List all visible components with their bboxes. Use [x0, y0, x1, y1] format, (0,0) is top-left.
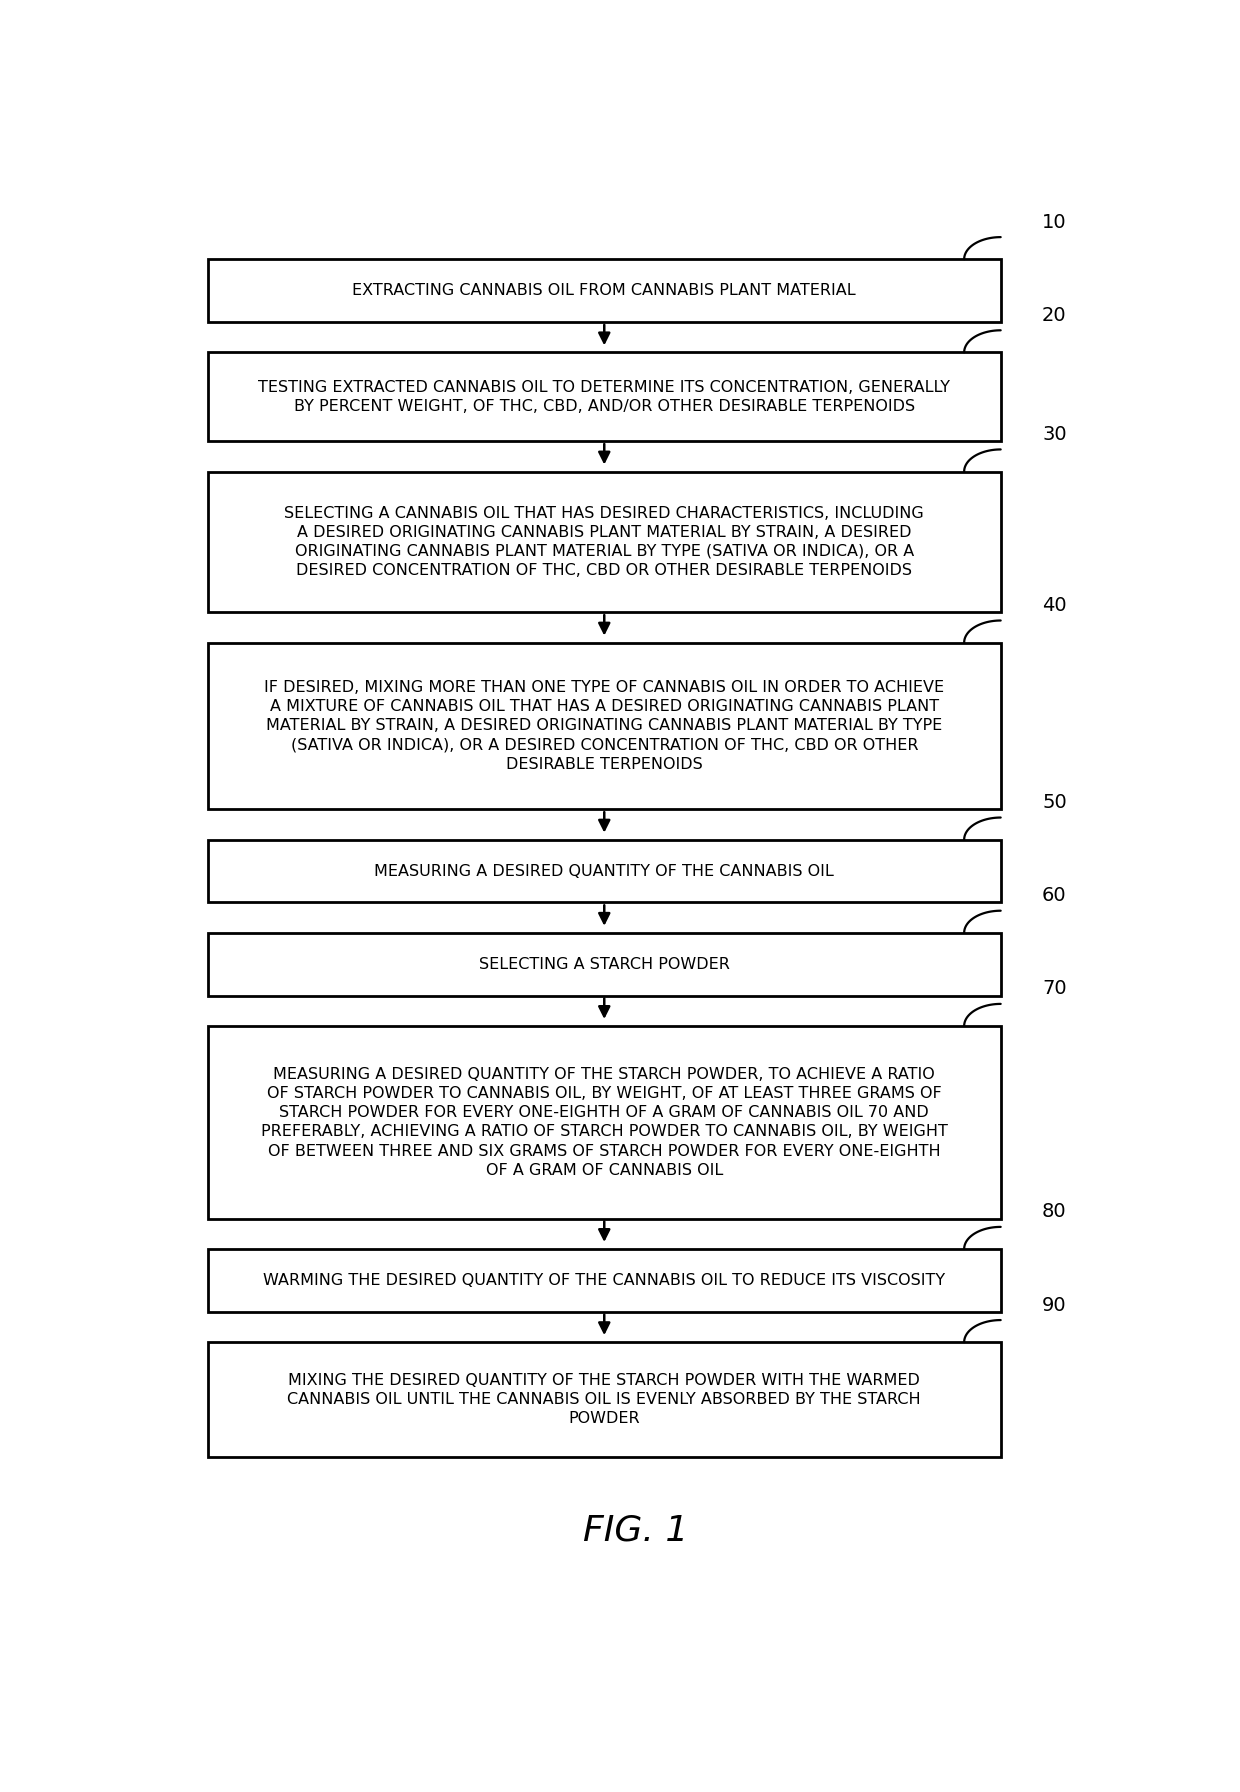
- FancyBboxPatch shape: [208, 471, 1001, 613]
- Text: 90: 90: [1042, 1296, 1066, 1315]
- Text: 40: 40: [1042, 597, 1066, 615]
- Text: SELECTING A CANNABIS OIL THAT HAS DESIRED CHARACTERISTICS, INCLUDING
A DESIRED O: SELECTING A CANNABIS OIL THAT HAS DESIRE…: [284, 505, 924, 579]
- FancyBboxPatch shape: [208, 1027, 1001, 1219]
- FancyBboxPatch shape: [208, 840, 1001, 903]
- Text: 60: 60: [1042, 887, 1066, 905]
- FancyBboxPatch shape: [208, 934, 1001, 996]
- Text: 30: 30: [1042, 425, 1066, 444]
- FancyBboxPatch shape: [208, 353, 1001, 441]
- FancyBboxPatch shape: [208, 643, 1001, 810]
- Text: IF DESIRED, MIXING MORE THAN ONE TYPE OF CANNABIS OIL IN ORDER TO ACHIEVE
A MIXT: IF DESIRED, MIXING MORE THAN ONE TYPE OF…: [264, 679, 945, 772]
- Text: TESTING EXTRACTED CANNABIS OIL TO DETERMINE ITS CONCENTRATION, GENERALLY
BY PERC: TESTING EXTRACTED CANNABIS OIL TO DETERM…: [258, 380, 950, 414]
- Text: 50: 50: [1042, 794, 1066, 812]
- Text: 70: 70: [1042, 980, 1066, 998]
- Text: WARMING THE DESIRED QUANTITY OF THE CANNABIS OIL TO REDUCE ITS VISCOSITY: WARMING THE DESIRED QUANTITY OF THE CANN…: [263, 1272, 945, 1288]
- FancyBboxPatch shape: [208, 1342, 1001, 1457]
- FancyBboxPatch shape: [208, 260, 1001, 323]
- Text: 10: 10: [1042, 213, 1066, 231]
- Text: EXTRACTING CANNABIS OIL FROM CANNABIS PLANT MATERIAL: EXTRACTING CANNABIS OIL FROM CANNABIS PL…: [352, 283, 856, 297]
- Text: FIG. 1: FIG. 1: [583, 1512, 688, 1546]
- Text: 80: 80: [1042, 1202, 1066, 1222]
- Text: SELECTING A STARCH POWDER: SELECTING A STARCH POWDER: [479, 957, 729, 971]
- Text: 20: 20: [1042, 306, 1066, 324]
- FancyBboxPatch shape: [208, 1249, 1001, 1312]
- Text: MEASURING A DESIRED QUANTITY OF THE STARCH POWDER, TO ACHIEVE A RATIO
OF STARCH : MEASURING A DESIRED QUANTITY OF THE STAR…: [260, 1066, 947, 1177]
- Text: MEASURING A DESIRED QUANTITY OF THE CANNABIS OIL: MEASURING A DESIRED QUANTITY OF THE CANN…: [374, 864, 835, 878]
- Text: MIXING THE DESIRED QUANTITY OF THE STARCH POWDER WITH THE WARMED
CANNABIS OIL UN: MIXING THE DESIRED QUANTITY OF THE STARC…: [288, 1373, 921, 1426]
